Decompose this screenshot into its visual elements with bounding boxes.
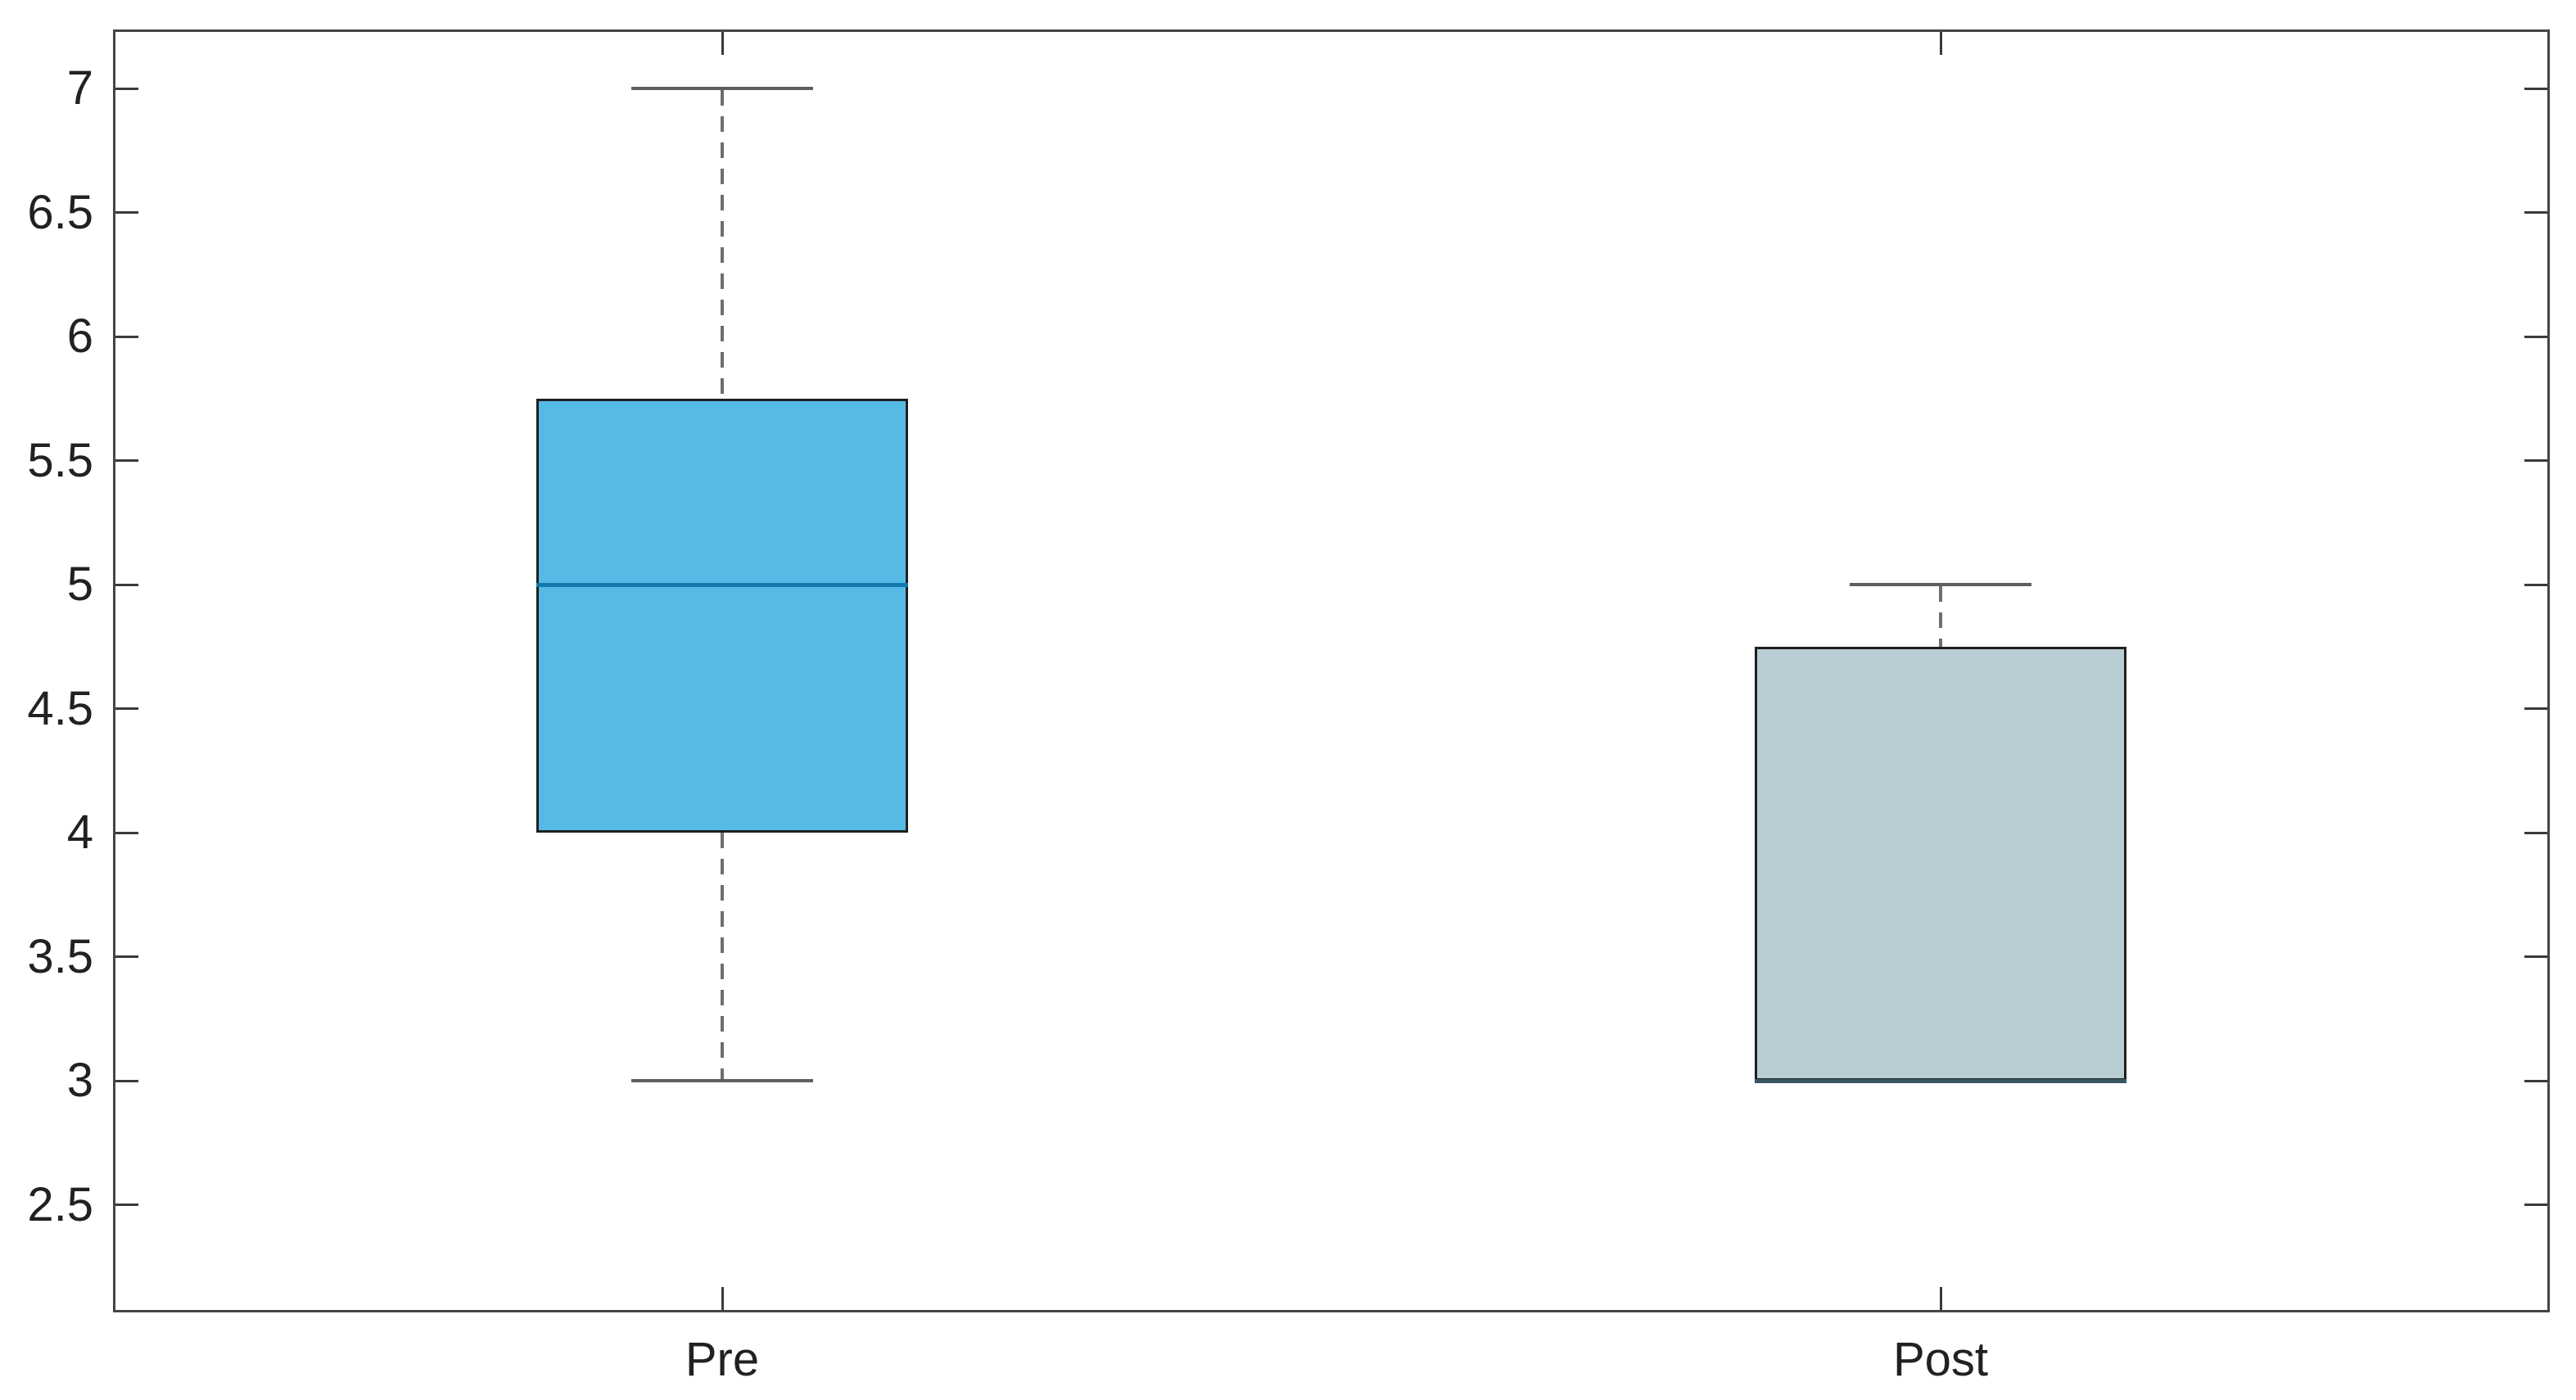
plot-area [113,29,2550,1312]
y-tick-label: 6.5 [27,185,93,239]
y-tick-left [115,707,138,711]
y-tick-right [2524,583,2547,586]
x-tick-bottom [1939,1287,1942,1310]
y-tick-right [2524,87,2547,90]
median-line-post [1755,1078,2126,1083]
y-tick-right [2524,1204,2547,1206]
whisker-upper-pre [721,90,724,399]
y-tick-left [115,831,138,834]
y-tick-label: 3 [66,1054,93,1108]
y-tick-right [2524,955,2547,959]
y-tick-label: 2.5 [27,1177,93,1231]
x-tick-top [1939,32,1942,55]
y-tick-left [115,459,138,463]
y-tick-right [2524,459,2547,463]
median-line-pre [536,582,908,587]
whisker-cap-upper-pre [631,87,813,91]
x-tick-bottom [721,1287,724,1310]
y-tick-right [2524,707,2547,711]
y-tick-label: 4 [66,806,93,860]
y-tick-left [115,87,138,90]
box-pre [536,398,908,833]
box-post [1755,646,2126,1081]
y-tick-label: 5.5 [27,433,93,487]
y-tick-label: 4.5 [27,681,93,735]
y-tick-right [2524,1079,2547,1082]
y-tick-right [2524,211,2547,215]
y-tick-label: 7 [66,61,93,115]
y-tick-right [2524,335,2547,338]
y-tick-left [115,335,138,338]
x-category-label-pre: Pre [685,1333,760,1386]
whisker-upper-post [1939,586,1942,647]
x-category-label-post: Post [1892,1333,1989,1386]
y-tick-left [115,955,138,959]
y-tick-left [115,211,138,215]
y-tick-label: 6 [66,309,93,364]
y-tick-left [115,1079,138,1082]
y-tick-left [115,1204,138,1206]
whisker-cap-upper-post [1850,583,2031,587]
y-tick-left [115,583,138,586]
whisker-lower-pre [721,833,724,1081]
y-tick-label: 3.5 [27,929,93,983]
y-tick-right [2524,831,2547,834]
y-tick-label: 5 [66,558,93,612]
whisker-cap-lower-pre [631,1079,813,1083]
x-tick-top [721,32,724,55]
